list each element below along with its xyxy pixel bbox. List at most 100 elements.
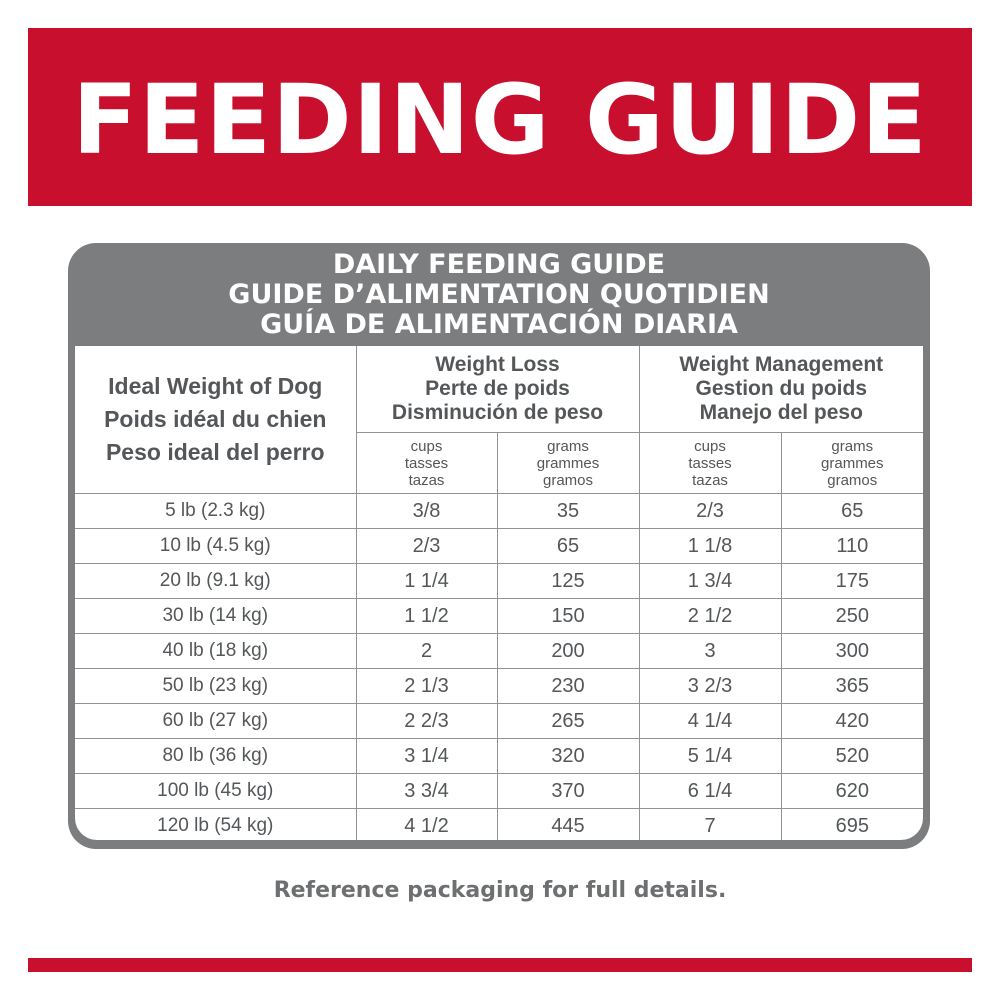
unit-header-grams: grams grammes gramos: [780, 432, 923, 494]
cups-cell: 7: [638, 808, 782, 840]
header-line: Weight Loss: [435, 353, 560, 376]
header-line: Ideal Weight of Dog: [108, 373, 323, 399]
feeding-table-container: Ideal Weight of Dog Poids idéal du chien…: [75, 346, 923, 840]
unit-line: gramos: [542, 471, 594, 489]
header-line: Disminución de peso: [391, 401, 604, 424]
grams-cell: 265: [496, 703, 640, 739]
unit-line: grams: [547, 437, 589, 455]
grams-cell: 150: [496, 598, 640, 634]
table-row: 30 lb (14 kg) 1 1/2 150 2 1/2 250: [75, 598, 923, 634]
cups-cell: 4 1/2: [355, 808, 498, 840]
unit-header-grams: grams grammes gramos: [496, 432, 640, 494]
weight-cell: 20 lb (9.1 kg): [75, 563, 357, 599]
weight-cell: 100 lb (45 kg): [75, 773, 357, 809]
cups-cell: 5 1/4: [638, 738, 782, 774]
header-line: Perte de poids: [425, 377, 570, 400]
unit-line: tasses: [404, 454, 449, 472]
table-row: 40 lb (18 kg) 2 200 3 300: [75, 633, 923, 669]
panel-title-line-fr: GUIDE D’ALIMENTATION QUOTIDIEN: [228, 279, 770, 310]
unit-header-cups: cups tasses tazas: [638, 432, 782, 494]
cups-cell: 2 1/3: [355, 668, 498, 704]
header-line: Manejo del peso: [699, 401, 863, 424]
grams-cell: 300: [780, 633, 923, 669]
grams-cell: 445: [496, 808, 640, 840]
grams-cell: 65: [780, 493, 923, 529]
cups-cell: 2/3: [355, 528, 498, 564]
footer-note: Reference packaging for full details.: [273, 878, 727, 903]
cups-cell: 2 2/3: [355, 703, 498, 739]
unit-line: grams: [831, 437, 874, 455]
unit-line: gramos: [827, 471, 878, 489]
cups-cell: 4 1/4: [638, 703, 782, 739]
weight-cell: 60 lb (27 kg): [75, 703, 357, 739]
grams-cell: 35: [496, 493, 640, 529]
weight-cell: 10 lb (4.5 kg): [75, 528, 357, 564]
cups-cell: 2/3: [638, 493, 782, 529]
banner-title: FEEDING GUIDE: [72, 64, 928, 176]
unit-line: cups: [410, 437, 443, 455]
weight-cell: 5 lb (2.3 kg): [75, 493, 357, 529]
cups-cell: 2: [355, 633, 498, 669]
grams-cell: 250: [780, 598, 923, 634]
grams-cell: 695: [780, 808, 923, 840]
unit-line: grammes: [821, 454, 884, 472]
unit-line: grammes: [536, 454, 600, 472]
weight-cell: 80 lb (36 kg): [75, 738, 357, 774]
weight-management-header: Weight Management Gestion du poids Manej…: [638, 346, 923, 433]
panel-title-line-es: GUÍA DE ALIMENTACIÓN DIARIA: [260, 309, 738, 340]
unit-line: tazas: [408, 471, 445, 489]
feeding-table: Ideal Weight of Dog Poids idéal du chien…: [75, 346, 923, 840]
cups-cell: 3: [638, 633, 782, 669]
grams-cell: 65: [496, 528, 640, 564]
panel-title-line-en: DAILY FEEDING GUIDE: [332, 249, 666, 280]
grams-cell: 110: [780, 528, 923, 564]
grams-cell: 320: [496, 738, 640, 774]
feeding-table-body: 5 lb (2.3 kg) 3/8 35 2/3 65 10 lb (4.5 kg) 2/3…: [75, 493, 923, 840]
grams-cell: 230: [496, 668, 640, 704]
unit-line: tasses: [688, 454, 732, 472]
grams-cell: 520: [780, 738, 923, 774]
table-row: 10 lb (4.5 kg) 2/3 65 1 1/8 110: [75, 528, 923, 564]
weight-cell: 40 lb (18 kg): [75, 633, 357, 669]
feeding-guide-banner: FEEDING GUIDE: [28, 28, 972, 206]
grams-cell: 370: [496, 773, 640, 809]
unit-line: tazas: [692, 471, 728, 489]
table-row: 50 lb (23 kg) 2 1/3 230 3 2/3 365: [75, 668, 923, 704]
grams-cell: 420: [780, 703, 923, 739]
cups-cell: 3/8: [355, 493, 498, 529]
grams-cell: 175: [780, 563, 923, 599]
ideal-weight-header: Ideal Weight of Dog Poids idéal du chien…: [75, 346, 357, 494]
header-line: Peso ideal del perro: [105, 439, 325, 465]
header-line: Poids idéal du chien: [104, 406, 327, 432]
bottom-red-rule: [28, 958, 972, 972]
cups-cell: 1 3/4: [638, 563, 782, 599]
cups-cell: 3 1/4: [355, 738, 498, 774]
panel-title: DAILY FEEDING GUIDE GUIDE D’ALIMENTATION…: [68, 243, 930, 346]
grams-cell: 200: [496, 633, 640, 669]
table-row: 120 lb (54 kg) 4 1/2 445 7 695: [75, 808, 923, 840]
cups-cell: 3 3/4: [355, 773, 498, 809]
unit-header-cups: cups tasses tazas: [356, 432, 498, 494]
grams-cell: 365: [780, 668, 923, 704]
grams-cell: 125: [496, 563, 640, 599]
table-row: 100 lb (45 kg) 3 3/4 370 6 1/4 620: [75, 773, 923, 809]
weight-loss-header: Weight Loss Perte de poids Disminución d…: [355, 346, 640, 433]
unit-line: cups: [694, 437, 726, 455]
weight-cell: 50 lb (23 kg): [75, 668, 357, 704]
table-row: 60 lb (27 kg) 2 2/3 265 4 1/4 420: [75, 703, 923, 739]
cups-cell: 1 1/8: [638, 528, 782, 564]
daily-feeding-guide-panel: DAILY FEEDING GUIDE GUIDE D’ALIMENTATION…: [68, 243, 930, 849]
grams-cell: 620: [780, 773, 923, 809]
cups-cell: 2 1/2: [638, 598, 782, 634]
header-line: Gestion du poids: [695, 377, 868, 400]
weight-cell: 120 lb (54 kg): [75, 808, 357, 840]
table-row: 5 lb (2.3 kg) 3/8 35 2/3 65: [75, 493, 923, 529]
cups-cell: 3 2/3: [638, 668, 782, 704]
header-line: Weight Management: [679, 353, 884, 376]
weight-cell: 30 lb (14 kg): [75, 598, 357, 634]
cups-cell: 6 1/4: [638, 773, 782, 809]
cups-cell: 1 1/4: [355, 563, 498, 599]
cups-cell: 1 1/2: [355, 598, 498, 634]
table-row: 80 lb (36 kg) 3 1/4 320 5 1/4 520: [75, 738, 923, 774]
table-row: 20 lb (9.1 kg) 1 1/4 125 1 3/4 175: [75, 563, 923, 599]
